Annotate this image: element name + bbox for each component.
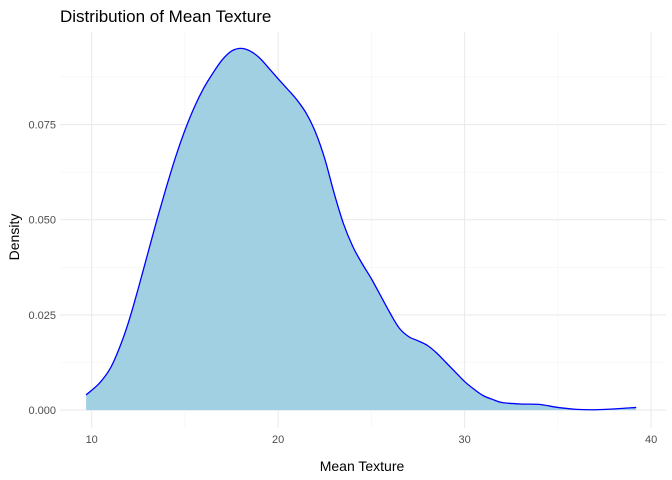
density-area-layer bbox=[85, 47, 637, 411]
x-tick-label: 20 bbox=[272, 434, 284, 446]
y-axis-title: Density bbox=[6, 214, 22, 261]
tick-labels: 10 20 30 40 0.000 0.025 0.050 0.075 bbox=[28, 120, 657, 446]
y-tick-label: 0.025 bbox=[28, 310, 56, 322]
chart-title: Distribution of Mean Texture bbox=[60, 7, 271, 26]
x-tick-label: 10 bbox=[86, 434, 98, 446]
density-area-fill bbox=[86, 48, 637, 411]
x-tick-label: 40 bbox=[645, 434, 657, 446]
density-line bbox=[85, 47, 637, 411]
y-tick-label: 0.075 bbox=[28, 120, 56, 132]
y-tick-label: 0.000 bbox=[28, 405, 56, 417]
y-tick-label: 0.050 bbox=[28, 215, 56, 227]
x-tick-label: 30 bbox=[458, 434, 470, 446]
x-axis-title: Mean Texture bbox=[320, 458, 405, 474]
